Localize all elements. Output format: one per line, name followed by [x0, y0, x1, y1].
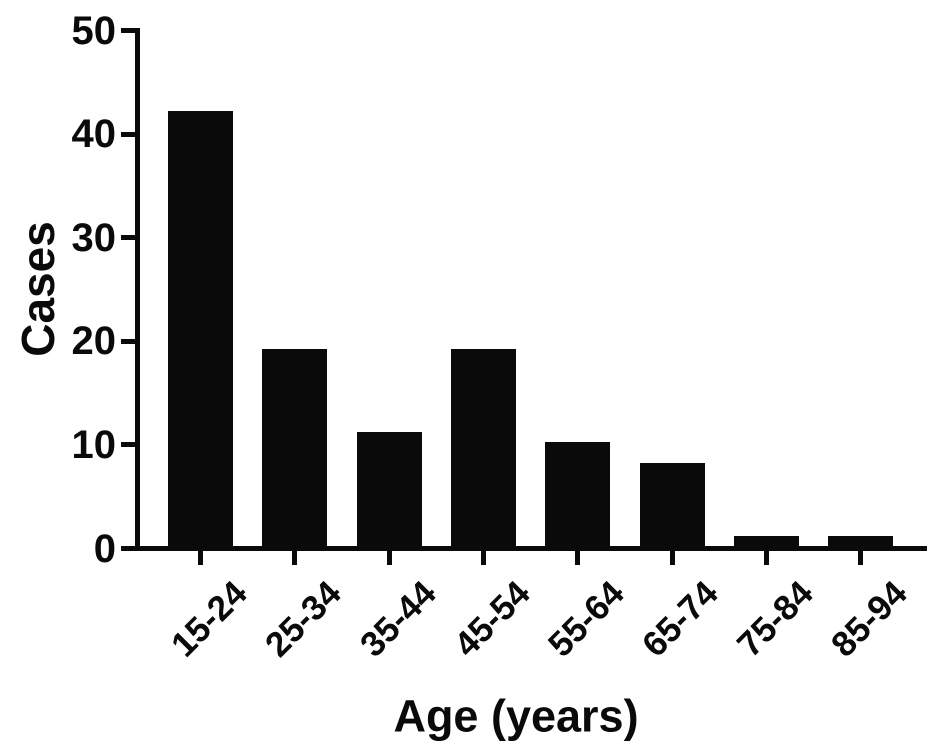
y-tick-50 [121, 28, 137, 33]
x-tick-65-74 [669, 551, 675, 565]
x-tick-label-45-54: 45-54 [446, 573, 538, 665]
bar-75-84 [733, 535, 799, 546]
bar-65-74 [639, 463, 705, 546]
x-axis-line [135, 546, 927, 551]
y-tick-20 [121, 338, 137, 344]
y-tick-label-10: 10 [71, 422, 117, 467]
bar-25-34 [262, 349, 328, 546]
x-tick-label-35-44: 35-44 [352, 573, 444, 665]
x-tick-label-15-24: 15-24 [163, 573, 255, 665]
y-tick-40 [121, 131, 137, 137]
x-tick-label-85-94: 85-94 [823, 573, 915, 665]
y-axis-line [135, 28, 140, 551]
bar-85-94 [828, 535, 894, 546]
x-tick-15-24 [198, 551, 203, 565]
bar-55-64 [545, 442, 611, 546]
x-tick-label-65-74: 65-74 [635, 573, 727, 665]
x-tick-label-75-84: 75-84 [729, 573, 821, 665]
y-tick-label-20: 20 [71, 319, 117, 364]
y-tick-30 [121, 235, 137, 241]
x-tick-85-94 [858, 551, 864, 565]
y-tick-label-50: 50 [71, 8, 117, 53]
x-tick-label-25-34: 25-34 [258, 573, 349, 665]
x-tick-55-64 [575, 551, 581, 565]
y-tick-label-0: 0 [93, 526, 116, 571]
y-tick-label-40: 40 [71, 112, 117, 157]
y-tick-label-30: 30 [71, 215, 117, 260]
x-tick-45-54 [480, 551, 486, 565]
y-tick-10 [121, 442, 137, 448]
y-tick-0 [121, 546, 137, 551]
x-tick-75-84 [763, 551, 769, 565]
bar-45-54 [450, 349, 516, 546]
bar-15-24 [168, 110, 233, 546]
x-tick-label-55-64: 55-64 [540, 573, 632, 665]
x-tick-25-34 [292, 551, 298, 565]
x-tick-35-44 [386, 551, 392, 565]
x-axis-title: Age (years) [393, 690, 639, 742]
bar-35-44 [356, 432, 422, 546]
